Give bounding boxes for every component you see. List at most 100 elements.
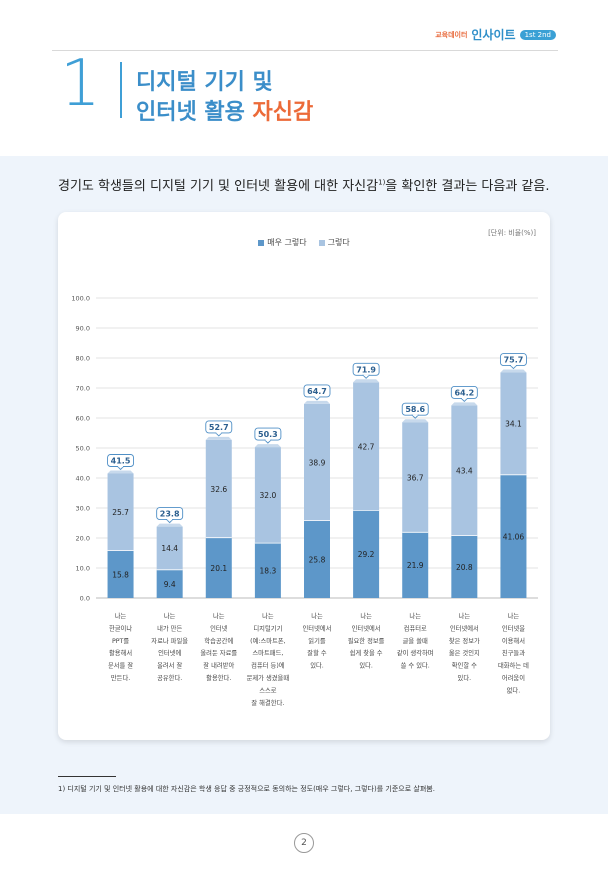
- category-label-line: 인터넷에서: [303, 623, 332, 632]
- legend-swatch-dark: [258, 239, 265, 246]
- category-label-line: 학습공간에: [204, 636, 233, 645]
- category-label-line: 옳은 것인지: [449, 648, 480, 657]
- category-label-line: 인터넷에서: [450, 623, 479, 632]
- header-brand: 교육데이터 인사이트 1st 2nd: [435, 26, 556, 43]
- value-label-agree: 36.7: [407, 473, 424, 482]
- value-label-agree: 25.7: [112, 508, 129, 517]
- category-label-line: 나는: [115, 611, 127, 620]
- category-label-line: 올려둔 자료를: [200, 648, 237, 657]
- category-label-line: 만든다.: [111, 673, 130, 682]
- category-label-line: PPT를: [112, 637, 129, 645]
- bar-segment-strongly-agree: [451, 535, 478, 598]
- total-label: 50.3: [258, 430, 278, 439]
- category-label-line: 공유한다.: [157, 673, 182, 682]
- value-label-strongly-agree: 9.4: [164, 580, 176, 589]
- category-label-line: 같이 생각하며: [397, 648, 434, 657]
- category-label-line: 인터넷에: [158, 648, 181, 657]
- bar-segment-agree: [205, 439, 232, 538]
- bar-segment-agree: [451, 405, 478, 536]
- category-label-line: 대화하는 데: [498, 661, 529, 670]
- category-label-line: 컴퓨터로: [404, 623, 427, 632]
- legend-label-dark: 매우 그렇다: [267, 238, 307, 247]
- category-label-line: 확인할 수: [452, 661, 477, 670]
- value-label-strongly-agree: 15.8: [112, 570, 129, 579]
- y-tick-label: 100.0: [71, 295, 90, 303]
- category-label-line: 나는: [311, 611, 323, 620]
- brand-main-text: 인사이트: [471, 28, 516, 42]
- category-label-line: 내가 만든: [157, 623, 182, 632]
- category-label-line: 디지털기기: [253, 623, 282, 632]
- bar-top-cap: [500, 369, 527, 373]
- category-label-line: 쉽게 찾을 수: [350, 648, 383, 657]
- category-label-line: 친구들과: [502, 648, 525, 657]
- bar-segment-agree: [254, 447, 281, 544]
- category-label-line: 나는: [164, 611, 176, 620]
- bar-top-cap: [156, 523, 183, 527]
- intro-footnote-ref: 1): [378, 178, 386, 187]
- bar-segment-agree: [353, 382, 380, 511]
- bar-segment-strongly-agree: [156, 569, 183, 598]
- bar-segment-strongly-agree: [107, 550, 134, 598]
- category-label-line: 있다.: [359, 661, 373, 670]
- bar-segment-strongly-agree: [254, 543, 281, 598]
- value-label-strongly-agree: 21.9: [407, 561, 424, 570]
- bar-segment-agree: [304, 403, 330, 521]
- bar-top-cap: [107, 470, 134, 474]
- category-label-line: 인터넷: [210, 623, 228, 632]
- legend-item-dark: 매우 그렇다: [258, 237, 307, 248]
- category-label-line: 있다.: [458, 673, 472, 682]
- category-label-line: 문서를 잘: [108, 661, 133, 670]
- category-label-line: 활용한다.: [206, 673, 231, 682]
- y-tick-label: 70.0: [76, 385, 90, 393]
- header-divider: [52, 50, 558, 51]
- bar-segment-strongly-agree: [500, 474, 527, 598]
- category-label-line: 있다.: [310, 661, 324, 670]
- value-label-strongly-agree: 29.2: [358, 550, 375, 559]
- category-label-line: 찾은 정보가: [449, 636, 480, 645]
- category-label-line: 글을 쓸때: [403, 636, 428, 645]
- section-title-line1: 디지털 기기 및: [136, 70, 273, 95]
- bar-segment-strongly-agree: [402, 532, 429, 598]
- bar-top-cap: [304, 400, 330, 404]
- category-label-line: 한글이나: [109, 623, 132, 632]
- value-label-agree: 34.1: [505, 420, 522, 429]
- value-label-strongly-agree: 18.3: [260, 567, 277, 576]
- value-label-strongly-agree: 41.06: [503, 532, 525, 541]
- category-label-line: 문제가 생겼을때: [247, 673, 290, 682]
- section-title-highlight: 자신감: [252, 100, 314, 125]
- category-label-line: 잘 내려받아: [203, 661, 234, 670]
- category-label-line: 인터넷을: [502, 623, 525, 632]
- legend-item-light: 그렇다: [318, 237, 350, 248]
- bar-segment-strongly-agree: [304, 520, 330, 598]
- bar-top-cap: [205, 436, 232, 440]
- total-label: 52.7: [209, 423, 229, 432]
- category-label-line: 쓸 수 있다.: [401, 661, 430, 670]
- total-label: 58.6: [405, 405, 425, 414]
- section-number: 1: [60, 47, 101, 121]
- category-label-line: 올려서 잘: [157, 661, 182, 670]
- category-label-line: 필요한 정보를: [348, 636, 385, 645]
- brand-small-text: 교육데이터: [435, 30, 468, 39]
- category-label-line: 자료나 파일을: [151, 636, 188, 645]
- bar-segment-agree: [107, 473, 134, 551]
- bar-top-cap: [353, 379, 380, 383]
- total-label: 23.8: [160, 510, 180, 519]
- category-label-line: 잘할 수: [307, 648, 327, 657]
- total-label: 41.5: [111, 457, 131, 466]
- y-tick-label: 90.0: [76, 325, 90, 333]
- value-label-agree: 38.9: [309, 458, 326, 467]
- chart-legend: 매우 그렇다 그렇다: [0, 237, 608, 248]
- category-label-line: 읽기를: [308, 636, 326, 645]
- y-tick-label: 60.0: [76, 415, 90, 423]
- section-title-plain: 인터넷 활용: [136, 100, 253, 125]
- category-label-line: 활용해서: [109, 648, 132, 657]
- bar-segment-agree: [500, 372, 527, 475]
- value-label-agree: 43.4: [456, 467, 473, 476]
- category-label-line: 나는: [459, 611, 471, 620]
- category-label-line: 나는: [508, 611, 520, 620]
- category-label-line: 스마트패드,: [252, 648, 283, 657]
- bar-segment-agree: [402, 422, 429, 533]
- legend-swatch-light: [318, 239, 325, 246]
- value-label-agree: 14.4: [161, 544, 178, 553]
